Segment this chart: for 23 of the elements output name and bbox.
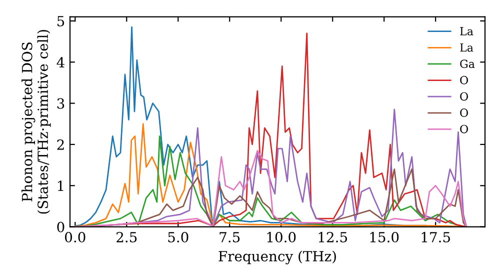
- x-tick-label: 17.5: [422, 232, 450, 242]
- y-axis-title: Phonon projected DOS (States/THz·primitive cell): [22, 30, 51, 214]
- x-tick-label: 12.5: [318, 232, 347, 242]
- x-axis-title: Frequency (THz): [218, 250, 336, 264]
- legend-label: La: [460, 43, 474, 52]
- legend-label: O: [460, 124, 468, 134]
- y-tick-label: 4: [56, 57, 64, 68]
- x-tick-label: 2.5: [116, 232, 137, 242]
- y-tick-label: 0: [57, 222, 64, 232]
- x-tick-label: 7.5: [220, 232, 240, 242]
- y-tick-label: 2: [57, 139, 64, 150]
- x-tick-label: 10.0: [267, 232, 296, 242]
- x-tick-label: 5.0: [168, 232, 188, 242]
- x-tick-label: 15.0: [370, 232, 399, 242]
- legend-label: O: [460, 76, 468, 84]
- legend-label: La: [460, 27, 474, 36]
- x-tick-label: 0.0: [65, 232, 86, 242]
- legend-label: O: [460, 92, 468, 101]
- legend-label: Ga: [460, 60, 475, 68]
- legend-label: O: [460, 108, 468, 117]
- y-tick-label: 5: [57, 16, 64, 26]
- y-tick-label: 3: [57, 98, 64, 109]
- y-tick-label: 1: [58, 180, 64, 191]
